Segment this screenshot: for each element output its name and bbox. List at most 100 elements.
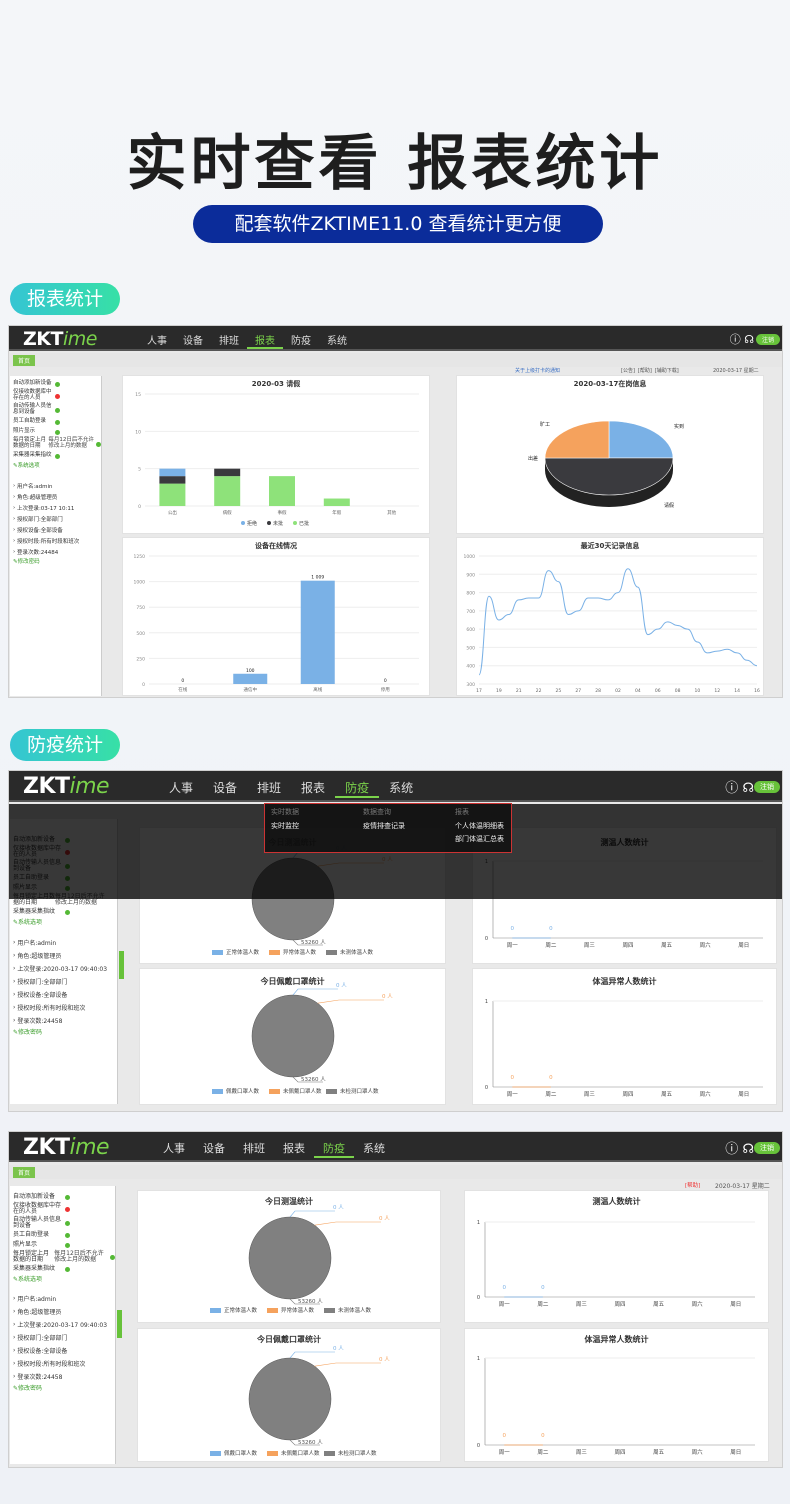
logout-button[interactable]: 注销: [754, 781, 780, 793]
x-tick-label: 公出: [168, 509, 177, 516]
sidebar-option: 采集器采集指纹: [10, 907, 117, 917]
hero-subtitle: 配套软件ZKTIME11.0 查看统计更方便: [193, 205, 603, 243]
data-label: 0: [549, 1075, 553, 1081]
system-options-link[interactable]: ✎系统选项: [13, 463, 40, 469]
notice-link[interactable]: 关于上级打卡的通知: [515, 368, 561, 374]
x-tick-label: 其他: [387, 509, 396, 516]
x-tick-label: 周五: [653, 1301, 665, 1308]
nav-report[interactable]: 报表: [283, 1142, 305, 1155]
label-leader: [317, 999, 384, 1004]
user-role: › 角色:超级管理员: [13, 1308, 62, 1316]
change-password-link[interactable]: ✎修改密码: [13, 559, 40, 565]
info-icon[interactable]: ⓘ: [725, 1142, 739, 1157]
help-link[interactable]: [帮助]: [637, 368, 652, 374]
series-line: [478, 568, 758, 676]
legend-marker: [324, 1308, 335, 1313]
abnormal-temp-card: 体温异常人数统计 0 1 周一 0 周二 0 周三 周四 周五 周六 周日: [472, 968, 777, 1105]
bar: [300, 580, 335, 684]
nav-schedule[interactable]: 排班: [243, 1142, 265, 1155]
bar-segment: [159, 476, 186, 484]
x-tick-label: 年假: [332, 509, 341, 516]
nav-device[interactable]: 设备: [183, 336, 203, 347]
info-icon[interactable]: ⓘ: [729, 333, 741, 346]
nav-device[interactable]: 设备: [203, 1142, 225, 1155]
nav-epidemic[interactable]: 防疫: [335, 779, 380, 798]
legend-marker: [326, 1089, 337, 1094]
legend-label: 佩戴口罩人数: [224, 1449, 258, 1457]
download-link[interactable]: [辅助下载]: [654, 368, 679, 374]
bar-segment: [159, 483, 186, 506]
nav-system[interactable]: 系统: [389, 781, 414, 795]
headset-icon[interactable]: ☊: [742, 781, 754, 796]
menu-item-epidemic-records[interactable]: 疫情排查记录: [363, 822, 405, 830]
user-name: › 用户名:admin: [13, 939, 57, 947]
change-password-link[interactable]: ✎修改密码: [13, 1029, 43, 1036]
status-ok-icon: [55, 407, 60, 413]
x-tick-label: 周四: [622, 1091, 633, 1098]
y-tick-label: 0: [477, 1295, 480, 1301]
nav-personnel[interactable]: 人事: [169, 781, 194, 795]
system-options-link[interactable]: ✎系统选项: [13, 1276, 43, 1283]
x-tick-label: 周六: [692, 1300, 704, 1308]
sidebar-collapse-handle[interactable]: [119, 951, 124, 979]
data-label: 100: [246, 668, 255, 674]
logout-button[interactable]: 注销: [754, 1142, 780, 1154]
x-tick-label: 周一: [507, 942, 519, 949]
chart-title: 今日测温统计: [265, 1197, 313, 1206]
main-nav: 人事 设备 排班 报表 防疫 系统: [154, 1140, 394, 1158]
nav-schedule[interactable]: 排班: [257, 781, 282, 795]
pie-label: 旷工: [540, 421, 550, 428]
nav-device[interactable]: 设备: [213, 781, 238, 795]
y-tick-label: 800: [466, 591, 475, 597]
nav-personnel[interactable]: 人事: [147, 336, 167, 347]
help-link[interactable]: [帮助]: [685, 1183, 701, 1189]
menu-item-personal-temp[interactable]: 个人体温明细表: [455, 822, 504, 830]
user-name: › 用户名:admin: [13, 1295, 57, 1303]
label-leader: [289, 1351, 335, 1359]
y-tick-label: 300: [466, 682, 475, 688]
sidebar-option: 仅接收数据库中存在的人员: [10, 1202, 115, 1216]
info-icon[interactable]: ⓘ: [725, 781, 739, 796]
nav-epidemic[interactable]: 防疫: [291, 336, 311, 347]
x-tick-label: 周日: [730, 1301, 741, 1308]
bar-segment: [269, 476, 295, 506]
y-tick-label: 0: [142, 682, 145, 688]
headset-icon[interactable]: ☊: [742, 1142, 754, 1157]
chart-title: 今日佩戴口罩统计: [260, 977, 325, 986]
status-ok-icon: [110, 1254, 115, 1260]
data-label: 0: [541, 1433, 545, 1439]
pie-value-label: 53260 人: [298, 1298, 323, 1305]
announce-link[interactable]: [公告]: [621, 368, 635, 374]
user-role: › 角色:超级管理员: [13, 952, 62, 960]
menu-item-dept-temp[interactable]: 部门体温汇总表: [455, 835, 504, 843]
legend-label: 佩戴口罩人数: [226, 1087, 260, 1095]
headset-icon[interactable]: ☊: [744, 333, 754, 346]
nav-personnel[interactable]: 人事: [163, 1142, 185, 1155]
label-leader: [292, 939, 323, 946]
x-tick-label: 16: [754, 688, 760, 694]
home-tab[interactable]: 首页: [13, 355, 36, 366]
logout-button[interactable]: 注销: [755, 334, 780, 345]
nav-system[interactable]: 系统: [327, 336, 347, 347]
nav-schedule[interactable]: 排班: [219, 336, 239, 347]
data-label: 0: [541, 1285, 545, 1291]
y-tick-label: 900: [466, 572, 475, 578]
x-tick-label: 周六: [692, 1448, 704, 1456]
login-count: › 登录次数:24458: [13, 1017, 63, 1025]
x-tick-label: 周五: [653, 1449, 665, 1456]
menu-item-realtime-monitor[interactable]: 实时监控: [271, 822, 299, 830]
nav-system[interactable]: 系统: [363, 1142, 385, 1155]
system-options-link[interactable]: ✎系统选项: [13, 919, 43, 926]
nav-report[interactable]: 报表: [301, 781, 326, 795]
sidebar: 自动添加新设备 仅接收数据库中存在的人员 自动传输人员信息到设备 员工自助登录 …: [10, 376, 102, 696]
nav-report[interactable]: 报表: [247, 332, 283, 349]
records-line-card: 最近30天记录信息 300 400 500 600 700 800 900 1000 17 19 2…: [456, 537, 764, 696]
y-tick-label: 5: [138, 467, 141, 473]
change-password-link[interactable]: ✎修改密码: [13, 1385, 43, 1392]
nav-epidemic[interactable]: 防疫: [314, 1140, 354, 1158]
sidebar-collapse-handle[interactable]: [117, 1310, 122, 1338]
legend-label: 未检测口罩人数: [340, 1087, 379, 1095]
home-tab[interactable]: 首页: [13, 1167, 36, 1178]
data-label: 0: [549, 926, 553, 932]
